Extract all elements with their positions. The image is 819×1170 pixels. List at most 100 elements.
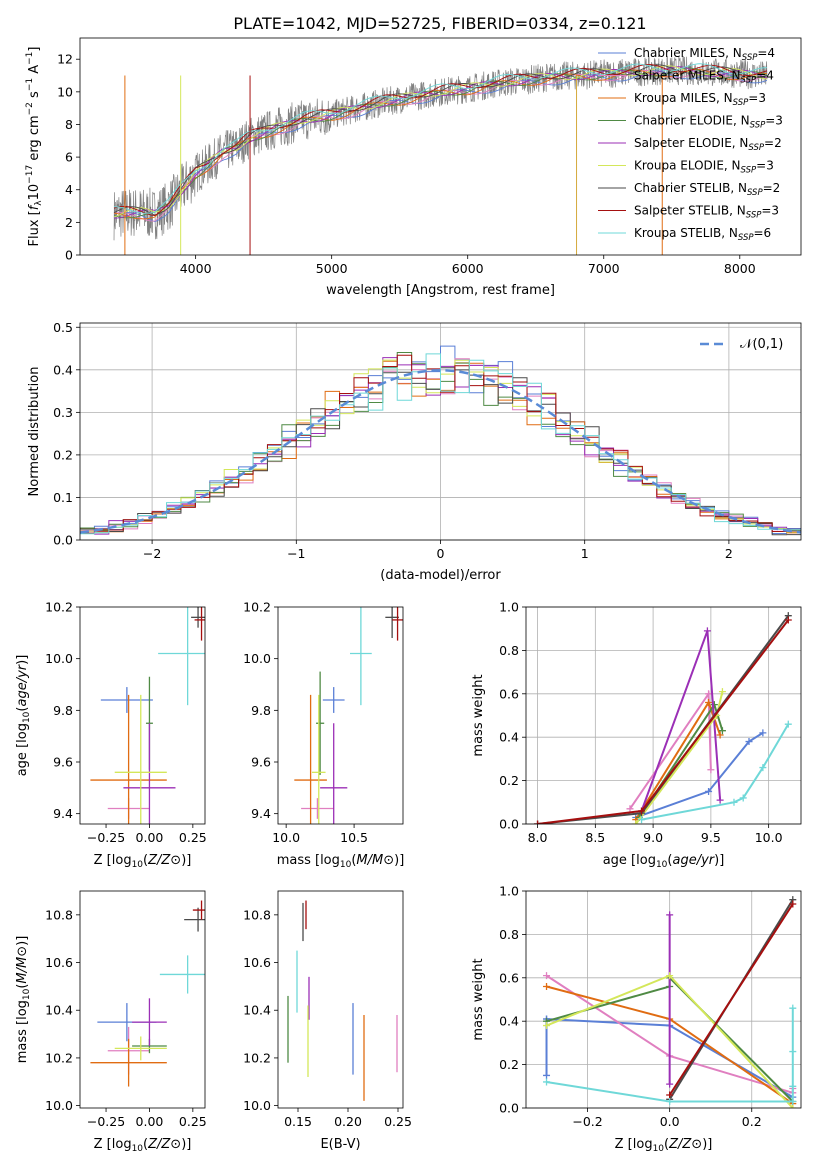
legend-entry: Salpeter MILES, NSSP=4 [634,69,774,86]
plot-area [543,896,797,1108]
x-tick-label: 10.5 [340,830,368,845]
y-tick-label: 0 [65,248,73,263]
x-tick-label: −2 [143,546,161,561]
y-tick-label: 0.6 [499,686,519,701]
legend-entry: Chabrier MILES, NSSP=4 [634,46,775,63]
y-tick-label: 9.6 [53,755,73,770]
weight-marker [716,796,724,804]
y-tick-label: 10.4 [243,1003,271,1018]
y-tick-label: 0.2 [499,1057,519,1072]
plot-area [534,612,792,824]
axes-frame [79,37,802,256]
weight-marker [543,982,551,990]
weight-marker [789,1097,797,1105]
weight-marker [789,1104,797,1108]
legend: Chabrier MILES, NSSP=4 Salpeter MILES, NS… [598,46,783,243]
y-tick-label: 9.8 [53,703,73,718]
figure-title: PLATE=1042, MJD=52725, FIBERID=0334, z=0… [233,14,646,33]
x-tick-label: 0.0 [660,1114,680,1129]
x-tick-label: 0.00 [136,830,164,845]
weight-marker [666,911,674,919]
weight-marker [784,616,792,624]
weight-marker [638,816,646,824]
weight-marker [666,1080,674,1088]
y-tick-label: 0.4 [499,730,519,745]
weight-marker [789,1004,797,1012]
x-tick-label: −0.25 [87,1114,125,1129]
y-tick-label: 0.0 [53,533,73,548]
y-tick-label: 9.6 [251,755,271,770]
plot-area [80,345,801,536]
x-tick-label: 1 [581,546,589,561]
x-tick-label: 8000 [724,261,756,276]
y-tick-label: 10.0 [243,651,271,666]
weight-marker [626,805,634,813]
x-tick-label: 2 [725,546,733,561]
x-axis-label: Z [log10(Z/Z⊙)] [615,1137,713,1154]
panel-residuals: −2 −1 0 1 2 0.0 0.1 0.2 0.3 0.4 0.5 (data-model)/er… [27,320,802,583]
weight-marker [707,766,715,774]
x-tick-label: 0.25 [384,1114,412,1129]
panel-mass_vs_ebv: 0.15 0.20 0.25 10.0 10.2 10.4 10.6 10.8 E(B-V) [243,890,412,1152]
x-axis-label: Z [log10(Z/Z⊙)] [94,853,192,870]
axes-frame [79,322,802,541]
x-axis-label: wavelength [Angstrom, rest frame] [326,283,555,298]
axes-frame [277,890,404,1109]
legend-entry: Kroupa ELODIE, NSSP=3 [634,159,774,176]
weight-marker [666,972,674,980]
y-tick-label: 0.0 [499,817,519,832]
weight-line [629,690,712,810]
y-tick-label: 10.8 [243,907,271,922]
y-axis-label: Flux [fλ10−17 erg cm−2 s−1 A−1] [25,47,44,247]
axes-frame [525,890,802,1109]
axes-frame [79,606,206,825]
legend-entry: Kroupa MILES, NSSP=3 [634,91,766,108]
y-tick-label: 0.5 [53,320,73,335]
y-tick-label: 10.0 [45,651,73,666]
y-tick-label: 0.0 [499,1101,519,1116]
y-tick-label: 0.2 [53,447,73,462]
legend-entry: Chabrier ELODIE, NSSP=3 [634,114,783,131]
weight-marker [543,1078,551,1086]
y-axis-label: mass weight [471,674,486,756]
y-tick-label: 0.1 [53,490,73,505]
x-tick-label: 6000 [452,261,484,276]
y-axis-label: age [log10(age/yr)] [15,655,32,777]
weight-marker [716,731,724,739]
y-tick-label: 10.2 [45,1050,73,1065]
panel-mass_weight_vs_Z: −0.2 0.0 0.2 0.0 0.2 0.4 0.6 0.8 1.0 Z [log10(Z/Z… [471,884,802,1154]
plot-area [90,900,205,1087]
y-tick-label: 10.4 [45,1003,73,1018]
panel-mass_weight_vs_age: 8.0 8.5 9.0 9.5 10.0 0.0 0.2 0.4 0.6 0.8 1.0 age [l… [471,600,802,870]
weight-marker [718,688,726,696]
spectrum-model-line [113,65,768,218]
y-tick-label: 10 [57,84,73,99]
y-tick-label: 10.8 [45,907,73,922]
weight-marker [759,764,767,772]
y-tick-label: 10.2 [243,600,271,615]
weight-marker [703,627,711,635]
plot-area [294,607,403,824]
x-tick-label: 5000 [316,261,348,276]
x-axis-label: E(B-V) [320,1137,360,1152]
y-tick-label: 0.4 [53,362,73,377]
weight-marker [543,972,551,980]
normal-curve [80,369,801,534]
axes-frame [277,606,404,825]
weight-line [537,615,790,824]
weight-marker [739,794,747,802]
y-tick-label: 0.3 [53,405,73,420]
x-tick-label: 0.15 [284,1114,312,1129]
y-tick-label: 10.0 [243,1098,271,1113]
y-tick-label: 1.0 [499,884,519,899]
y-tick-label: 0.8 [499,927,519,942]
x-tick-label: 4000 [180,261,212,276]
y-tick-label: 6 [65,150,73,165]
weight-marker [745,738,753,746]
weight-marker [543,1071,551,1079]
y-axis-label: mass [log10(M/M⊙)] [15,936,32,1064]
x-axis-label: (data-model)/error [380,568,501,583]
x-tick-label: 10.0 [272,830,300,845]
y-tick-label: 1.0 [499,600,519,615]
